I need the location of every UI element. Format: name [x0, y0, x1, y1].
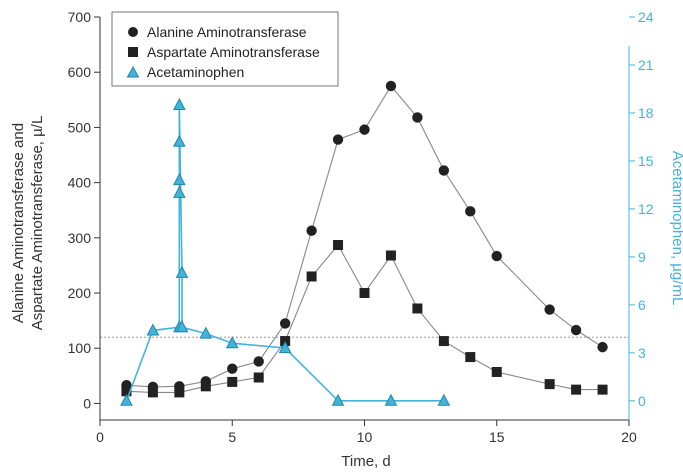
acetaminophen-point	[437, 393, 451, 406]
ast-point	[359, 288, 370, 299]
ast-point	[174, 387, 185, 398]
x-tick-label: 15	[489, 429, 505, 445]
legend-label-acetaminophen: Acetaminophen	[147, 64, 244, 80]
legend-marker-acetaminophen	[126, 65, 140, 78]
acetaminophen-point	[384, 393, 398, 406]
ast-point	[412, 303, 423, 314]
acetaminophen-point	[173, 173, 186, 186]
y-tick-label-left: 0	[83, 395, 91, 411]
alt-point	[306, 225, 317, 236]
y-tick-label-right: 24	[638, 9, 654, 25]
alt-point	[332, 134, 344, 145]
series-line-1	[126, 244, 603, 393]
alt-point	[491, 250, 502, 262]
acetaminophen-point	[175, 320, 189, 333]
y-tick-label-right: 9	[638, 249, 646, 265]
ast-point	[333, 239, 344, 250]
y-tick-label-left: 100	[68, 340, 92, 356]
ast-point	[200, 381, 211, 392]
y-tick-label-left: 500	[68, 119, 92, 135]
alt-point	[465, 206, 476, 217]
y-tick-label-left: 200	[68, 285, 92, 301]
acetaminophen-point	[278, 340, 292, 354]
legend-label-alt: Alanine Aminotransferase	[147, 24, 307, 40]
legend-marker-ast	[128, 47, 138, 57]
alt-point	[359, 124, 370, 135]
legend-marker-alt	[128, 27, 138, 37]
acetaminophen-point	[120, 393, 133, 406]
acetaminophen-point	[146, 323, 160, 336]
ast-point	[491, 366, 502, 377]
y-tick-label-right: 3	[638, 345, 646, 361]
acetaminophen-point	[173, 185, 186, 198]
x-tick-label: 0	[96, 429, 104, 445]
acetaminophen-point	[199, 326, 213, 339]
legend-label-ast: Aspartate Aminotransferase	[147, 44, 320, 60]
series-line-2	[125, 104, 444, 402]
acetaminophen-point	[173, 97, 186, 110]
x-axis-title: Time, d	[341, 453, 390, 470]
alt-point	[570, 324, 582, 336]
y-tick-label-right: 21	[638, 57, 654, 73]
y-axis-title-left-line2: Aspartate Aminotransferase, µ/L	[29, 116, 46, 331]
alt-point	[412, 112, 423, 123]
x-tick-label: 5	[228, 429, 236, 445]
alt-point	[597, 341, 608, 353]
y-tick-label-right: 0	[638, 393, 646, 409]
ast-point	[385, 250, 396, 261]
y-axis-title-left-line1: Alanine Aminotransferase and	[10, 123, 27, 323]
x-tick-label: 10	[357, 429, 373, 445]
ast-point	[438, 336, 449, 347]
ast-point	[465, 352, 476, 363]
y-tick-label-right: 18	[638, 105, 654, 121]
acetaminophen-point	[225, 336, 239, 349]
series-layer	[120, 80, 608, 406]
ast-point	[147, 387, 158, 398]
y-tick-label-left: 600	[68, 64, 92, 80]
y-tick-label-left: 400	[68, 175, 92, 191]
alt-point	[438, 165, 450, 176]
y-tick-label-right: 6	[638, 297, 646, 313]
axes: 0 100 200 300 400 500 600 700 0 3 6 9 12 15 18 21 24 0 5 10…	[68, 9, 654, 445]
legend-box	[111, 11, 339, 87]
acetaminophen-point	[173, 134, 186, 147]
y-tick-label-right: 15	[638, 153, 654, 169]
ast-point	[544, 379, 555, 390]
x-tick-label: 20	[621, 429, 637, 445]
acetaminophen-point	[331, 393, 345, 406]
y-axis-title-right: Acetaminophen, µg/mL	[669, 151, 683, 306]
y-tick-label-right: 12	[638, 201, 654, 217]
y-tick-label-left: 300	[68, 230, 92, 246]
alt-point	[253, 356, 264, 367]
ast-point	[597, 384, 608, 395]
legend: Alanine Aminotransferase Aspartate Amino…	[111, 11, 339, 87]
y-tick-label-left: 700	[68, 9, 92, 25]
ast-point	[571, 384, 582, 395]
alt-point	[227, 363, 238, 374]
alt-point	[385, 80, 397, 92]
ast-point	[227, 376, 238, 387]
ast-point	[253, 372, 264, 383]
alt-point	[279, 318, 291, 329]
acetaminophen-point	[175, 265, 189, 278]
ast-point	[121, 386, 132, 397]
ast-point	[306, 271, 317, 282]
alt-point	[544, 304, 555, 315]
